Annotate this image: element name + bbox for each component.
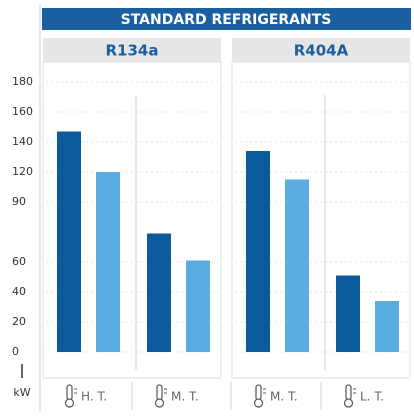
thermometer-bulb bbox=[343, 398, 354, 408]
thermometer-tube bbox=[66, 384, 73, 401]
thermometer-icon bbox=[253, 384, 266, 408]
bar bbox=[375, 301, 399, 352]
bar bbox=[285, 179, 309, 352]
header-bar bbox=[42, 8, 411, 30]
thermometer-icon bbox=[64, 384, 77, 408]
y-tick-label: 120 bbox=[12, 165, 33, 178]
y-tick-label: 20 bbox=[12, 315, 26, 328]
thermometer-tube bbox=[345, 384, 352, 401]
thermometer-tube bbox=[255, 384, 262, 401]
thermometer-bulb bbox=[154, 398, 165, 408]
y-tick-label: 0 bbox=[12, 345, 19, 358]
thermometer-bulb bbox=[253, 398, 264, 408]
x-tick-label: M. T. bbox=[270, 390, 298, 404]
y-tick-label: 140 bbox=[12, 135, 33, 148]
panel-header bbox=[232, 38, 410, 62]
y-tick-label: 160 bbox=[12, 105, 33, 118]
x-tick-label: H. T. bbox=[81, 390, 107, 404]
bar bbox=[147, 233, 171, 352]
panel-title: R134a bbox=[106, 42, 159, 60]
bar bbox=[186, 260, 210, 352]
thermometer-icon bbox=[343, 384, 356, 408]
header-title: STANDARD REFRIGERANTS bbox=[121, 12, 332, 28]
panel-frame bbox=[231, 61, 411, 379]
thermometer-bulb bbox=[64, 398, 75, 408]
thermometer-tube bbox=[156, 384, 163, 401]
panel-header bbox=[43, 38, 221, 62]
y-unit-label: kW bbox=[13, 386, 30, 399]
bar bbox=[57, 131, 81, 352]
y-tick-label: 90 bbox=[12, 195, 26, 208]
bar bbox=[96, 172, 120, 352]
thermometer-icon bbox=[154, 384, 167, 408]
x-tick-label: M. T. bbox=[171, 390, 199, 404]
x-tick-label: L. T. bbox=[360, 390, 384, 404]
y-tick-label: 180 bbox=[12, 75, 33, 88]
panel-frame bbox=[42, 61, 222, 379]
y-tick-label: 40 bbox=[12, 285, 26, 298]
panel-title: R404A bbox=[294, 42, 349, 60]
y-tick-label: 60 bbox=[12, 255, 26, 268]
bar bbox=[336, 275, 360, 352]
bar bbox=[246, 151, 270, 352]
